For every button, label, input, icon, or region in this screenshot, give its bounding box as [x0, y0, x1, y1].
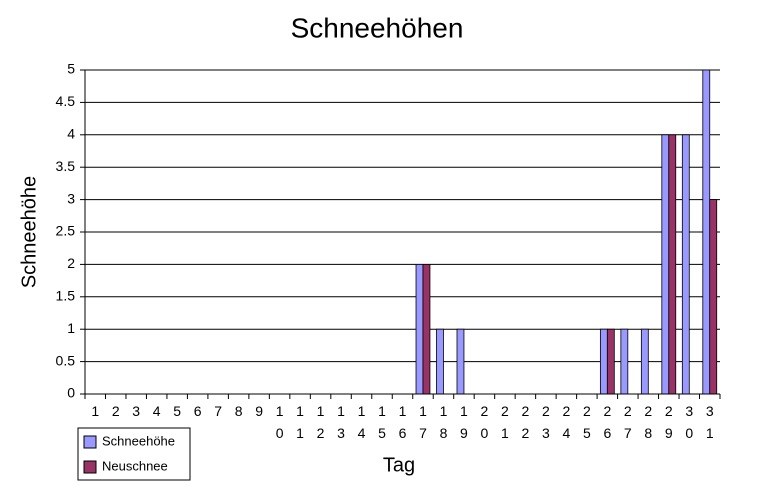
y-tick-label: 4.5: [56, 93, 76, 109]
legend-swatch: [83, 460, 97, 474]
bar: [606, 328, 615, 395]
y-tick-label: 1: [67, 320, 75, 336]
bar: [681, 134, 690, 395]
bar: [456, 328, 465, 395]
bar: [436, 328, 444, 395]
y-tick-label: 1.5: [56, 288, 76, 304]
x-tick-label: 6: [194, 403, 202, 419]
x-axis-label: Tag: [383, 454, 415, 476]
legend-label: Schneehöhe: [102, 433, 175, 448]
y-tick-label: 0.5: [56, 352, 76, 368]
bar: [620, 328, 629, 395]
bar: [661, 134, 670, 395]
y-tick-label: 3.5: [56, 158, 76, 174]
bar: [422, 263, 431, 395]
x-tick-label: 8: [235, 403, 243, 419]
bar: [640, 328, 649, 395]
legend-box: [77, 427, 191, 481]
y-axis-label: Schneehöhe: [18, 176, 40, 288]
x-tick-label: 9: [255, 403, 263, 419]
y-tick-label: 0: [67, 385, 75, 401]
y-tick-label: 3: [67, 190, 75, 206]
x-tick-label: 2: [112, 403, 120, 419]
y-tick-label: 4: [67, 126, 75, 142]
bar: [415, 263, 424, 395]
legend-swatch: [83, 435, 97, 449]
x-tick-label: 5: [173, 403, 181, 419]
x-tick-label: 7: [214, 403, 222, 419]
legend-label: Neuschnee: [102, 458, 168, 473]
x-tick-label: 4: [153, 403, 161, 419]
x-tick-label: 3: [132, 403, 140, 419]
y-tick-label: 2: [67, 255, 75, 271]
bar: [599, 328, 608, 395]
x-tick-label: 1: [91, 403, 99, 419]
bar: [668, 134, 677, 395]
y-tick-label: 2.5: [56, 223, 76, 239]
bar: [702, 69, 711, 395]
y-tick-label: 5: [67, 61, 75, 77]
bar: [709, 199, 718, 395]
chart-title: Schneehöhen: [291, 12, 464, 43]
